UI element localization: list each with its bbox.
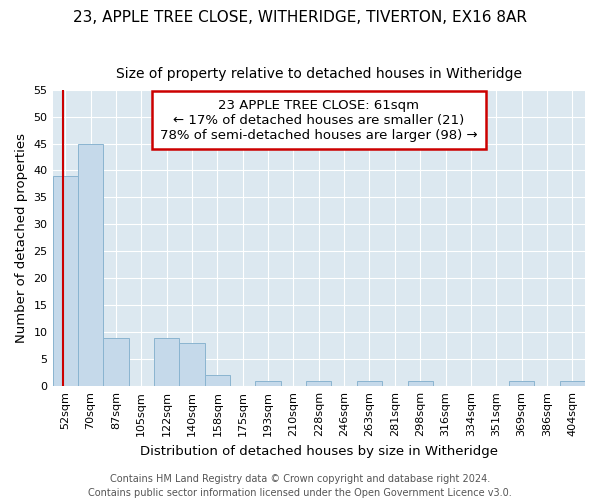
Bar xyxy=(103,338,128,386)
Bar xyxy=(205,376,230,386)
Bar xyxy=(53,176,78,386)
Bar xyxy=(560,381,585,386)
Y-axis label: Number of detached properties: Number of detached properties xyxy=(15,133,28,343)
Bar xyxy=(179,343,205,386)
Text: 23 APPLE TREE CLOSE: 61sqm
← 17% of detached houses are smaller (21)
78% of semi: 23 APPLE TREE CLOSE: 61sqm ← 17% of deta… xyxy=(160,98,478,142)
Title: Size of property relative to detached houses in Witheridge: Size of property relative to detached ho… xyxy=(116,68,522,82)
X-axis label: Distribution of detached houses by size in Witheridge: Distribution of detached houses by size … xyxy=(140,444,498,458)
Text: 23, APPLE TREE CLOSE, WITHERIDGE, TIVERTON, EX16 8AR: 23, APPLE TREE CLOSE, WITHERIDGE, TIVERT… xyxy=(73,10,527,25)
Bar xyxy=(78,144,103,386)
Bar xyxy=(154,338,179,386)
Bar xyxy=(256,381,281,386)
Bar xyxy=(357,381,382,386)
Bar xyxy=(306,381,331,386)
Bar xyxy=(509,381,534,386)
Text: Contains HM Land Registry data © Crown copyright and database right 2024.
Contai: Contains HM Land Registry data © Crown c… xyxy=(88,474,512,498)
Bar xyxy=(407,381,433,386)
